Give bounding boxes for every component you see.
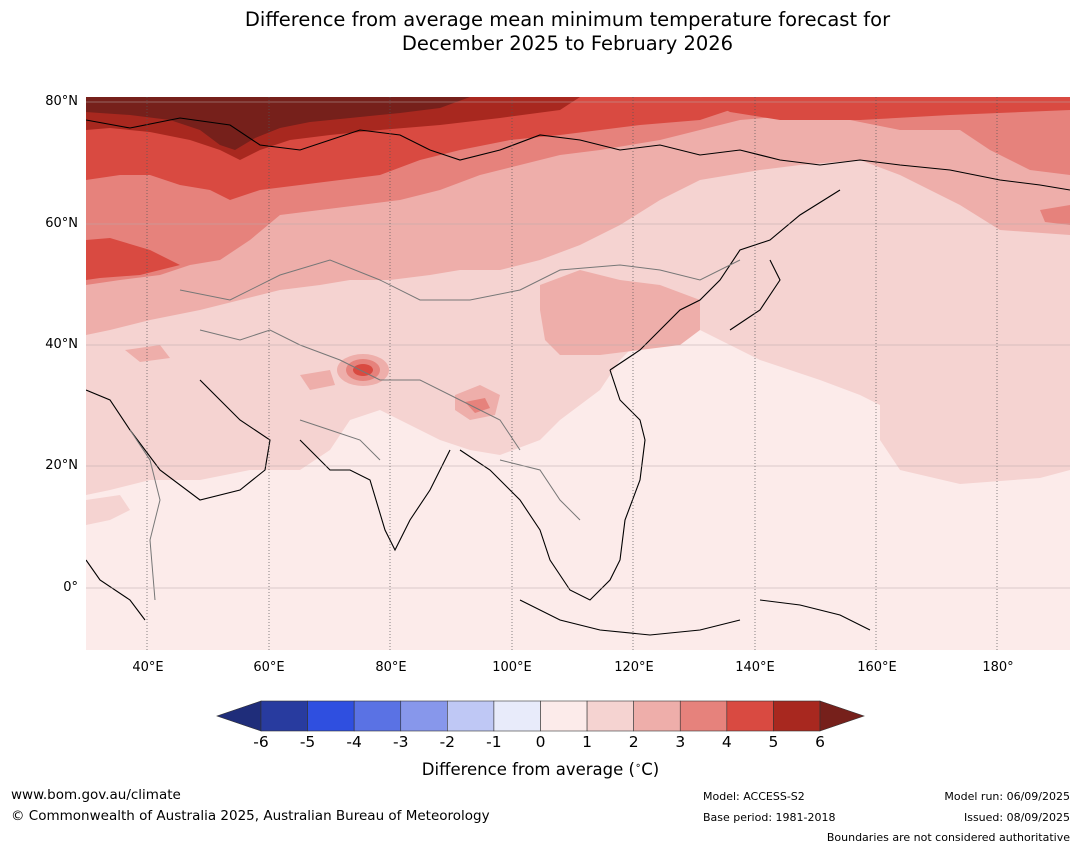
- colorbar-tick-label: -3: [393, 733, 409, 751]
- anomaly-area-2-3-china: [540, 270, 700, 355]
- anomaly-area-3-4-far-east: [1040, 205, 1070, 225]
- colorbar-tick-label: 2: [628, 733, 639, 751]
- anomaly-area-3-4-tibet: [465, 398, 490, 413]
- colorbar-box: [586, 700, 634, 732]
- colorbar-box: [773, 700, 821, 732]
- colorbar-tick-label: 0: [535, 733, 546, 751]
- colorbar-tick-label: -5: [299, 733, 316, 751]
- colorbar-box: [307, 700, 355, 732]
- colorbar-tick-label: 4: [721, 733, 732, 751]
- colorbar-label: Difference from average (∘C): [421, 760, 660, 779]
- colorbar-boxes: [260, 700, 821, 732]
- colorbar-tick-label: -1: [486, 733, 502, 751]
- coastline-china-east: [609, 189, 841, 371]
- map-title: Difference from average mean minimum tem…: [0, 8, 1081, 56]
- lon-label-160e: 160°E: [857, 660, 897, 675]
- colorbar-box: [447, 700, 495, 732]
- lat-label-40n: 40°N: [45, 337, 78, 352]
- coastline-india: [299, 439, 451, 552]
- footer-url[interactable]: www.bom.gov.au/climate: [11, 787, 181, 803]
- footer-copyright: © Commonwealth of Australia 2025, Austra…: [11, 808, 490, 824]
- colorbar-tick-label: 1: [582, 733, 593, 751]
- colorbar-box: [679, 700, 728, 732]
- lat-label-20n: 20°N: [45, 458, 78, 473]
- country-borders: [129, 259, 741, 601]
- footer-issued: Issued: 08/09/2025: [963, 811, 1070, 824]
- lon-label-40e: 40°E: [132, 660, 164, 675]
- anomaly-area-4-5-west: [86, 238, 180, 280]
- temperature-anomaly-map: [86, 97, 1070, 650]
- anomaly-area-2-3-arabia: [125, 345, 170, 362]
- colorbar-over-triangle: [819, 700, 865, 732]
- coastline-japan: [729, 259, 781, 331]
- colorbar-box: [260, 700, 308, 732]
- coastline-new-guinea: [759, 599, 871, 631]
- colorbar-under-triangle: [216, 700, 262, 732]
- map-title-line-2: December 2025 to February 2026: [401, 32, 734, 55]
- lon-label-180: 180°: [982, 660, 1014, 675]
- colorbar-box: [633, 700, 681, 732]
- coastline-se-asia: [459, 369, 646, 601]
- lon-label-80e: 80°E: [375, 660, 407, 675]
- lat-label-80n: 80°N: [45, 94, 78, 109]
- lat-label-0: 0°: [63, 580, 78, 595]
- anomaly-area-over-6: [86, 97, 470, 150]
- coastline-africa: [86, 559, 146, 621]
- colorbar-tick-label: -2: [439, 733, 456, 751]
- colorbar-box: [400, 700, 448, 732]
- footer-base-period: Base period: 1981-2018: [703, 811, 836, 824]
- colorbar-tick-label: 3: [675, 733, 686, 751]
- coastline-arctic: [86, 117, 1070, 191]
- colorbar-tick-label: 5: [768, 733, 779, 751]
- lat-label-60n: 60°N: [45, 216, 78, 231]
- colorbar-tick-label: -6: [253, 733, 269, 751]
- coastlines: [86, 117, 1070, 636]
- lon-label-60e: 60°E: [253, 660, 285, 675]
- hotspot-ring-3: [353, 364, 373, 376]
- colorbar-box: [726, 700, 774, 732]
- colorbar-tick-label: -4: [346, 733, 362, 751]
- coastline-indonesia: [519, 599, 741, 636]
- lon-label-100e: 100°E: [492, 660, 532, 675]
- lon-label-140e: 140°E: [735, 660, 775, 675]
- longitude-gridlines: [146, 97, 998, 650]
- colorbar-box: [493, 700, 541, 732]
- anomaly-area-4-5-east: [700, 97, 1070, 120]
- footer-disclaimer: Boundaries are not considered authoritat…: [826, 831, 1070, 844]
- colorbar-tick-label: 6: [815, 733, 825, 751]
- anomaly-area-1-2-west: [86, 495, 130, 525]
- coastline-arabia: [86, 379, 271, 501]
- anomaly-area-2-3-iran: [300, 370, 335, 390]
- latitude-gridlines: [86, 101, 1070, 589]
- map-title-line-1: Difference from average mean minimum tem…: [244, 8, 891, 31]
- colorbar-box: [353, 700, 402, 732]
- lon-label-120e: 120°E: [614, 660, 654, 675]
- colorbar-box: [540, 700, 588, 732]
- footer-model: Model: ACCESS-S2: [703, 790, 805, 803]
- footer-model-run: Model run: 06/09/2025: [944, 790, 1070, 803]
